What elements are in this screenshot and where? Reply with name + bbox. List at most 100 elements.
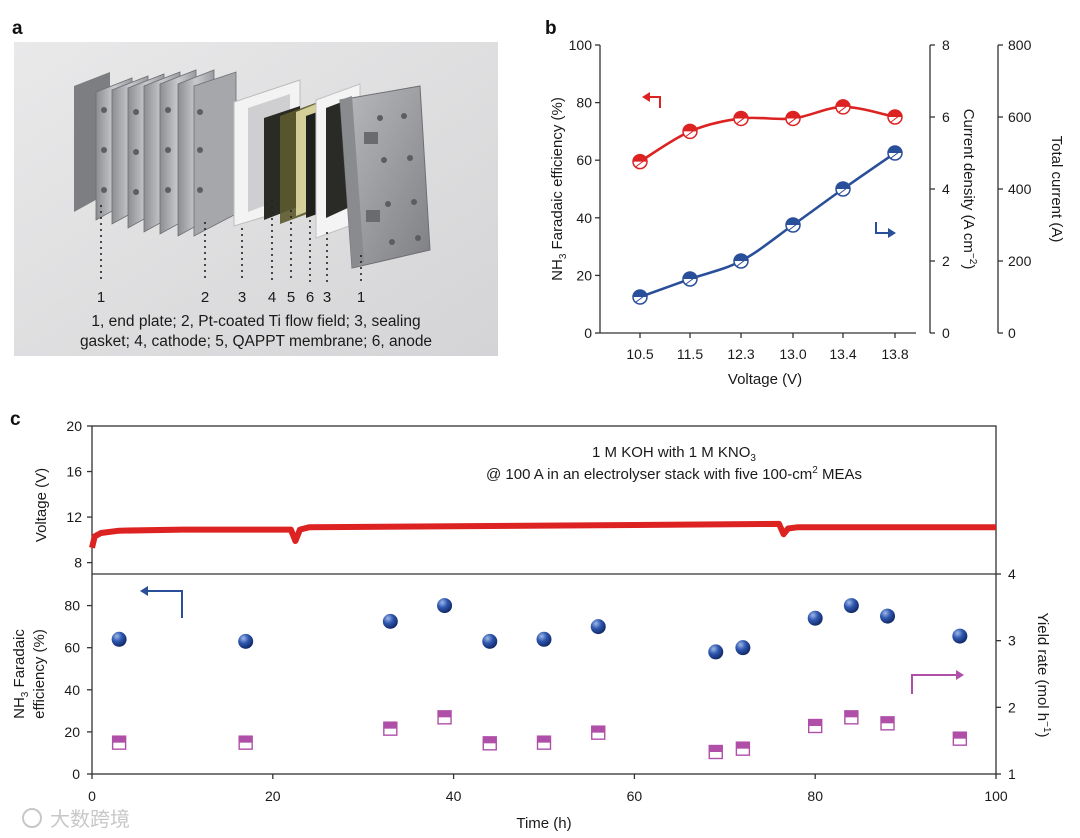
b-x-tick-label: 12.3 <box>727 346 754 362</box>
b-faradaic-efficiency-point <box>785 110 801 127</box>
c-x-tick-label: 0 <box>88 788 96 804</box>
c-left-y-tick-label: 40 <box>64 682 80 698</box>
b-left-tick-label: 60 <box>576 152 592 168</box>
callout-lines <box>100 200 362 282</box>
callout-4: 4 <box>268 289 276 306</box>
c-left-y-tick-label: 0 <box>72 766 80 782</box>
panel-label-b: b <box>545 18 557 39</box>
b-left-tick-label: 40 <box>576 210 592 226</box>
panel-c-bottom-y-label-line1: NH3 Faradaic <box>11 629 31 719</box>
b-x-tick-label: 13.8 <box>881 346 908 362</box>
right-axis-arrow <box>911 670 964 694</box>
b-current-density-point <box>682 271 698 287</box>
c-left-y-tick-label: 60 <box>64 640 80 656</box>
c-frame <box>91 425 997 775</box>
b-faradaic-efficiency-line <box>639 105 896 163</box>
panel-c-bottom-y-label-line2: efficiency (%) <box>31 629 48 719</box>
c-yield-rate-point <box>591 725 606 740</box>
c-faradaic-efficiency-point <box>880 608 896 624</box>
red-series-arrow <box>642 92 661 108</box>
b-faradaic-efficiency-point <box>835 99 851 115</box>
c-right-y-tick-label: 3 <box>1008 633 1016 649</box>
c-faradaic-efficiency-point <box>735 640 751 656</box>
c-yield-rate-point <box>880 716 895 731</box>
panel-b-lines <box>639 105 896 299</box>
callout-5: 5 <box>287 289 295 306</box>
callout-numbers: 1 2 3 4 5 6 3 1 <box>97 289 365 306</box>
c-left-y-tick-label: 20 <box>64 724 80 740</box>
c-x-tick-label: 80 <box>807 788 823 804</box>
c-yield-rate-point <box>952 731 968 746</box>
watermark-logo-icon <box>22 808 42 828</box>
watermark: 大数跨境 <box>22 808 130 831</box>
c-faradaic-efficiency-point <box>437 598 453 614</box>
b-right-tick-label: 0 <box>1008 325 1016 341</box>
callout-2: 2 <box>201 289 209 306</box>
panel-b-left-axis-label: NH3 Faradaic efficiency (%) <box>549 97 569 281</box>
panel-b-x-axis-label: Voltage (V) <box>728 371 802 388</box>
c-left-y-tick-label: 80 <box>64 598 80 614</box>
panel-c-annotation-line2: @ 100 A in an electrolyser stack with fi… <box>486 465 862 483</box>
c-x-tick-label: 100 <box>984 788 1008 804</box>
c-faradaic-efficiency-point <box>238 633 254 649</box>
blue-series-arrow <box>875 222 896 238</box>
panel-label-a: a <box>12 18 23 39</box>
callout-1-right: 1 <box>357 289 365 306</box>
panel-a-photo: 1 2 3 4 5 6 3 1 1, end plate; 2, Pt-coat… <box>14 42 498 356</box>
stack-plates <box>74 69 431 269</box>
panel-b-right-axis-label: Total current (A) <box>1048 136 1065 243</box>
panel-c-voltage-trace <box>89 520 996 549</box>
c-faradaic-efficiency-point <box>482 633 498 649</box>
c-faradaic-efficiency-point <box>708 644 724 660</box>
callout-6: 6 <box>306 289 314 306</box>
panel-b-points <box>632 99 903 305</box>
b-right-tick-label: 200 <box>1008 253 1032 269</box>
panel-b-middle-axis-label: Current density (A cm−2) <box>960 109 978 270</box>
c-x-tick-label: 60 <box>627 788 643 804</box>
b-middle-tick-label: 8 <box>942 37 950 53</box>
c-x-tick-label: 40 <box>446 788 462 804</box>
c-top-y-tick-label: 16 <box>66 464 82 480</box>
panel-a-caption-line1: 1, end plate; 2, Pt-coated Ti flow field… <box>91 313 420 330</box>
c-top-y-tick-label: 20 <box>66 418 82 434</box>
b-faradaic-efficiency-point <box>682 123 698 140</box>
left-axis-arrow <box>140 586 183 618</box>
c-right-y-tick-label: 2 <box>1008 699 1016 715</box>
b-middle-tick-label: 4 <box>942 181 950 197</box>
c-voltage-line <box>89 520 996 549</box>
callout-3-right: 3 <box>323 289 331 306</box>
c-faradaic-efficiency-point <box>952 628 968 644</box>
b-middle-tick-label: 6 <box>942 109 950 125</box>
c-yield-rate-point <box>482 736 497 751</box>
b-current-density-point <box>785 217 801 233</box>
c-yield-rate-point <box>708 744 723 760</box>
b-right-tick-label: 600 <box>1008 109 1032 125</box>
c-top-y-tick-label: 8 <box>74 555 82 571</box>
c-yield-rate-point <box>111 735 127 750</box>
c-faradaic-efficiency-point <box>382 613 398 629</box>
b-faradaic-efficiency-point <box>632 153 648 170</box>
b-current-density-point <box>632 289 648 305</box>
c-faradaic-efficiency-point <box>536 631 552 647</box>
b-middle-tick-label: 0 <box>942 325 950 341</box>
c-yield-rate-point <box>536 735 552 750</box>
c-right-y-tick-label: 1 <box>1008 766 1016 782</box>
c-yield-rate-point <box>808 718 823 734</box>
c-top-y-tick-label: 12 <box>66 509 82 525</box>
panel-c-points <box>111 598 968 760</box>
b-current-density-line <box>639 151 896 299</box>
c-faradaic-efficiency-point <box>590 619 606 635</box>
watermark-text: 大数跨境 <box>50 808 130 831</box>
callout-1-left: 1 <box>97 289 105 306</box>
c-yield-rate-point <box>383 721 398 736</box>
c-yield-rate-point <box>735 741 751 756</box>
c-faradaic-efficiency-point <box>807 610 823 626</box>
c-yield-rate-point <box>238 735 253 750</box>
c-right-y-tick-label: 4 <box>1008 566 1016 582</box>
panel-label-c: c <box>10 409 21 430</box>
b-current-density-point <box>887 145 903 161</box>
panel-c-top-y-label: Voltage (V) <box>33 468 50 542</box>
b-faradaic-efficiency-point <box>887 109 903 125</box>
b-current-density-point <box>835 181 851 197</box>
b-current-density-point <box>733 253 749 269</box>
